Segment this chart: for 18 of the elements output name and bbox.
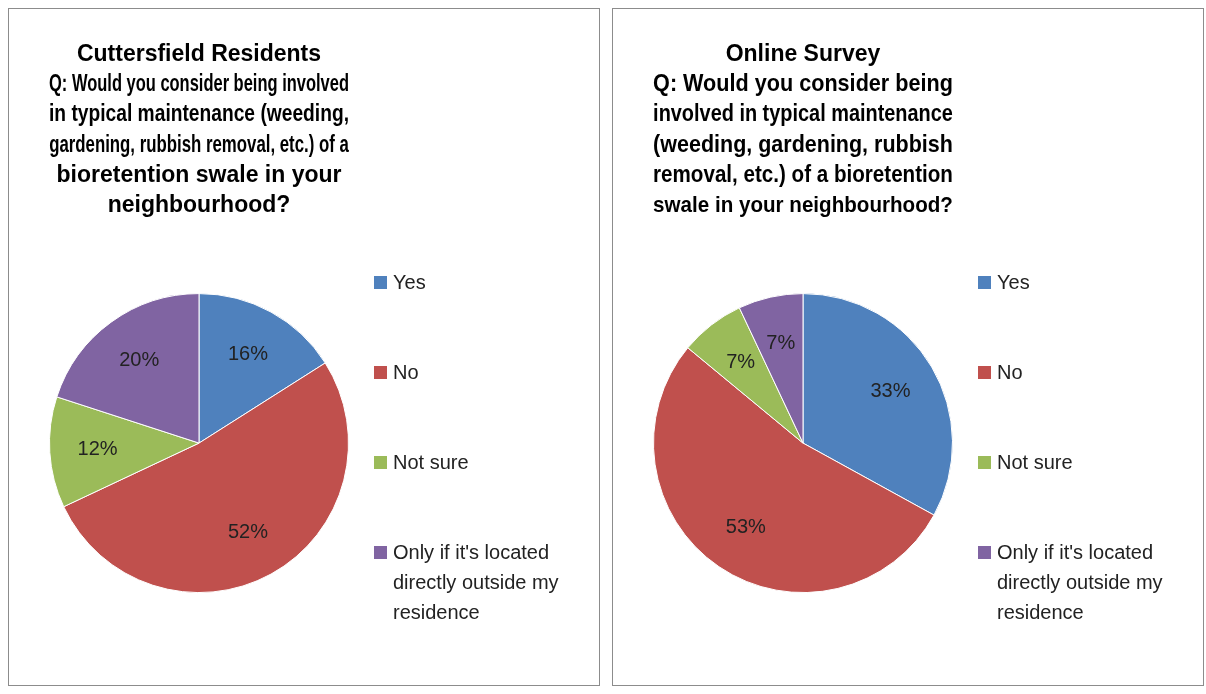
legend-label: Only if it's located directly outside my residence xyxy=(393,540,560,625)
data-label: 7% xyxy=(766,331,796,354)
legend-label: Not sure xyxy=(997,450,1073,475)
data-label: 12% xyxy=(77,436,118,459)
data-label: 7% xyxy=(726,350,756,373)
legend-label: Not sure xyxy=(393,450,469,475)
legend-label: Yes xyxy=(393,270,426,295)
data-label: 20% xyxy=(119,348,160,371)
legend-label: No xyxy=(997,360,1023,385)
legend-label: Only if it's located directly outside my residence xyxy=(997,540,1164,625)
legend-label: Yes xyxy=(997,270,1030,295)
legend-label: No xyxy=(393,360,419,385)
chart-title: Online Survey Q: Would you consider being involved in typical maintenance (weeding, gardening, rubbish removal, etc.) of a bioretention swale in your neighbourhood? xyxy=(653,39,953,218)
chart-title: Cuttersfield Residents Q: Would you consider being involved in typical maintenance (weeding, gardening, rubbish removal, etc.) of a bioretention swale in your neighbourhood? xyxy=(49,39,350,218)
data-label: 52% xyxy=(227,519,269,542)
data-label: 16% xyxy=(227,341,269,364)
data-label: 53% xyxy=(725,514,767,537)
data-label: 33% xyxy=(870,378,911,401)
